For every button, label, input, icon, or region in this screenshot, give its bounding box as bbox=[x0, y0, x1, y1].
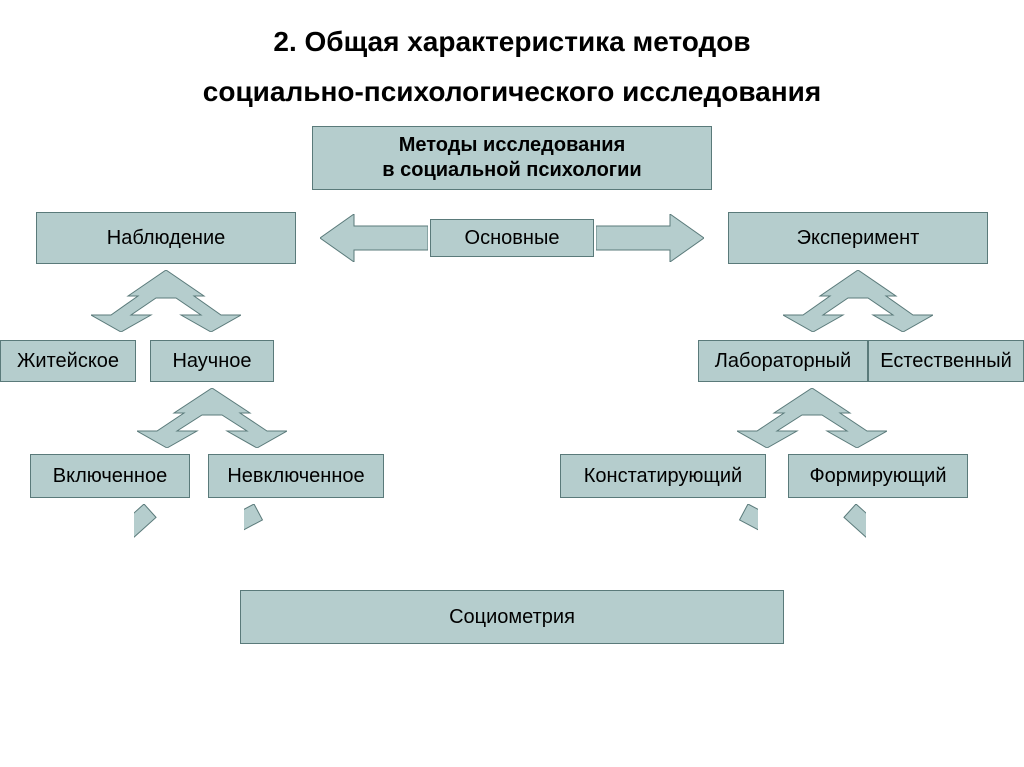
arrow-split-scientific bbox=[137, 388, 287, 448]
box-included: Включенное bbox=[30, 454, 190, 498]
arrow-split-experiment bbox=[783, 270, 933, 332]
arrow-split-natural bbox=[737, 388, 887, 448]
box-main: Основные bbox=[430, 219, 594, 257]
diagram-stage: 2. Общая характеристика методов социальн… bbox=[0, 0, 1024, 767]
arrow-block-left bbox=[320, 214, 428, 262]
box-observation: Наблюдение bbox=[36, 212, 296, 264]
arrow-to-sociometry-3 bbox=[638, 504, 758, 604]
box-included-label: Включенное bbox=[53, 465, 167, 488]
box-forming: Формирующий bbox=[788, 454, 968, 498]
arrow-to-sociometry-2 bbox=[244, 504, 364, 604]
arrow-split-observation bbox=[91, 270, 241, 332]
box-ascertaining: Констатирующий bbox=[560, 454, 766, 498]
box-sociometry-label: Социометрия bbox=[449, 606, 575, 629]
box-ascertaining-label: Констатирующий bbox=[584, 465, 742, 488]
box-experiment: Эксперимент bbox=[728, 212, 988, 264]
arrow-to-sociometry-1 bbox=[134, 504, 254, 604]
arrow-to-sociometry-4 bbox=[746, 504, 866, 604]
box-natural-label: Естественный bbox=[880, 350, 1012, 373]
box-everyday-label: Житейское bbox=[17, 350, 119, 373]
box-forming-label: Формирующий bbox=[809, 465, 946, 488]
box-not-included-label: Невключенное bbox=[227, 465, 364, 488]
page-title-line2: социально-психологического исследования bbox=[0, 76, 1024, 108]
box-observation-label: Наблюдение bbox=[107, 227, 226, 250]
box-scientific-label: Научное bbox=[172, 350, 251, 373]
box-not-included: Невключенное bbox=[208, 454, 384, 498]
box-natural: Естественный bbox=[868, 340, 1024, 382]
box-root-line1: Методы исследования bbox=[399, 133, 626, 158]
box-scientific: Научное bbox=[150, 340, 274, 382]
box-everyday: Житейское bbox=[0, 340, 136, 382]
box-root: Методы исследования в социальной психоло… bbox=[312, 126, 712, 190]
arrow-block-right bbox=[596, 214, 704, 262]
box-root-line2: в социальной психологии bbox=[382, 158, 641, 183]
page-title-line1: 2. Общая характеристика методов bbox=[0, 26, 1024, 58]
box-laboratory: Лабораторный bbox=[698, 340, 868, 382]
box-experiment-label: Эксперимент bbox=[797, 227, 920, 250]
box-main-label: Основные bbox=[465, 227, 560, 250]
box-laboratory-label: Лабораторный bbox=[715, 350, 851, 373]
